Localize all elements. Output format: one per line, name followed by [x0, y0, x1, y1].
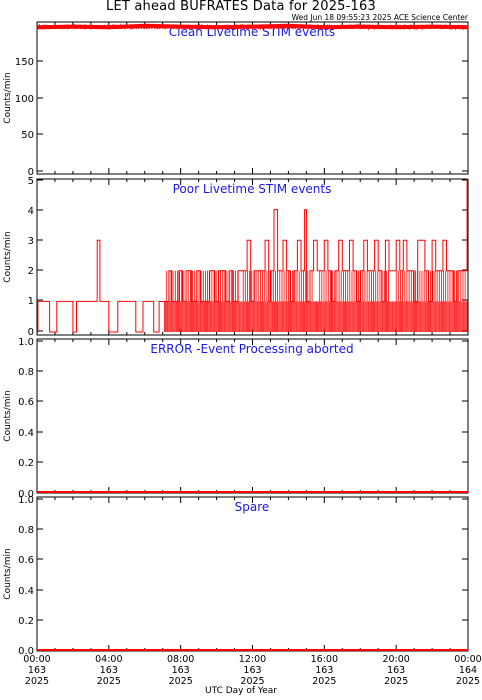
y-tick-label: 0.2 [18, 458, 34, 469]
series-fill [164, 270, 468, 332]
x-tick-label-line: 163 [387, 665, 405, 676]
x-tick-label-line: 04:00 [95, 654, 122, 665]
y-tick-label: 0.8 [18, 367, 34, 378]
y-tick-label: 0.8 [18, 525, 34, 536]
x-tick-label-line: 163 [100, 665, 118, 676]
y-tick-label: 0 [28, 327, 34, 338]
generation-timestamp: Wed Jun 18 09:55:23 2025 ACE Science Cen… [291, 13, 468, 22]
panel-3: 0.0 0.2 0.4 0.6 0.8 1.0 Counts/min ERROR -Event… [3, 337, 469, 500]
y-tick-label: 4 [28, 206, 34, 217]
panel-frame [36, 338, 469, 494]
x-tick-label-line: 163 [172, 665, 190, 676]
y-axis-label: Counts/min [3, 72, 13, 123]
y-tick-label: 0.6 [18, 397, 34, 408]
x-tick-label-line: 00:00 [23, 654, 50, 665]
y-tick-label: 0.0 [18, 489, 34, 500]
y-tick-label: 1 [28, 296, 34, 307]
y-tick-label: 0.4 [18, 586, 34, 597]
y-tick-label: 1.0 [18, 337, 34, 348]
y-axis-label: Counts/min [3, 231, 13, 282]
y-tick-label: 5 [28, 176, 34, 187]
panel-frame [36, 496, 469, 652]
x-tick-label-line: 2025 [240, 676, 264, 687]
y-tick-label: 50 [21, 130, 34, 141]
x-tick-label-line: 164 [459, 665, 477, 676]
x-tick-label-line: 163 [243, 665, 261, 676]
y-tick-label: 3 [28, 236, 34, 247]
y-tick-label: 0.0 [18, 646, 34, 657]
y-tick-label: 2 [28, 266, 34, 277]
y-tick-label: 1.0 [18, 495, 34, 506]
x-tick-label-line: 16:00 [311, 654, 338, 665]
y-axis-label: Counts/min [3, 390, 13, 441]
panel-2: 0 1 2 3 4 5 Counts/min Poor Livetime STIM event… [3, 176, 469, 338]
series-line [36, 23, 469, 31]
panel-frame [36, 21, 469, 175]
y-tick-label: 0.2 [18, 616, 34, 627]
x-tick-label-line: 2025 [97, 676, 121, 687]
x-tick-label-line: 2025 [456, 676, 480, 687]
panel-4: 0.0 0.2 0.4 0.6 0.8 1.0 Counts/min Spare [3, 495, 469, 657]
x-tick-label-line: 2025 [169, 676, 193, 687]
y-axis-label: Counts/min [3, 548, 13, 599]
y-tick-label: 0.4 [18, 428, 34, 439]
x-tick-label-line: 08:00 [167, 654, 194, 665]
y-tick-label: 0.6 [18, 555, 34, 566]
x-tick-label-line: 12:00 [239, 654, 266, 665]
x-tick-label-line: 20:00 [382, 654, 409, 665]
x-tick-label-line: 00:00 [454, 654, 481, 665]
x-tick-label-line: 163 [28, 665, 46, 676]
x-tick-label-line: 2025 [384, 676, 408, 687]
panel-title: ERROR -Event Processing aborted [150, 342, 353, 356]
x-tick-label-line: 2025 [312, 676, 336, 687]
panel-title: Poor Livetime STIM events [173, 182, 332, 196]
panel-title: Spare [235, 500, 270, 514]
y-tick-label: 150 [15, 57, 34, 68]
y-tick-label: 100 [15, 94, 34, 105]
chart-title: LET ahead BUFRATES Data for 2025-163 [106, 0, 376, 14]
x-axis-label: UTC Day of Year [205, 686, 277, 696]
x-tick-label-line: 163 [315, 665, 333, 676]
y-tick-label: 0 [28, 167, 34, 178]
x-tick-label-line: 2025 [25, 676, 49, 687]
